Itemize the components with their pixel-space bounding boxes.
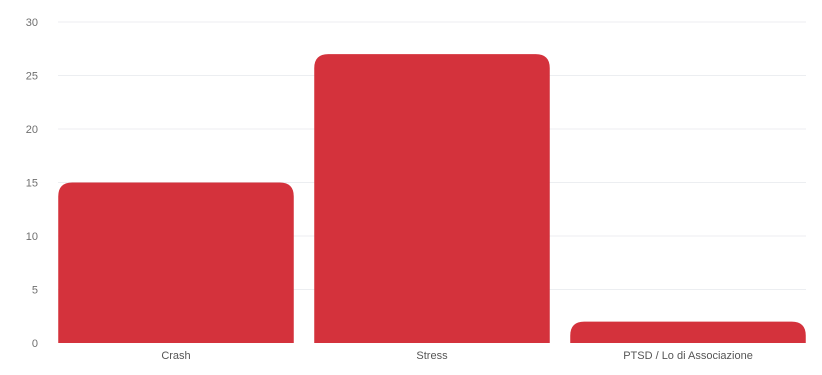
y-tick-label: 30 xyxy=(26,17,38,29)
y-axis-ticks: 0 5 10 15 20 25 30 xyxy=(26,17,38,350)
x-category-label: PTSD / Lo di Associazione xyxy=(623,350,753,362)
bar-ptsd-lo-di-associazione xyxy=(570,321,806,343)
y-tick-label: 20 xyxy=(26,124,38,136)
y-tick-label: 0 xyxy=(32,338,38,350)
y-tick-label: 15 xyxy=(26,178,38,190)
y-tick-label: 25 xyxy=(26,71,38,83)
bars xyxy=(58,54,806,343)
x-category-label: Crash xyxy=(161,350,190,362)
x-axis-labels: Crash Stress PTSD / Lo di Associazione xyxy=(161,350,752,362)
y-tick-label: 5 xyxy=(32,285,38,297)
x-category-label: Stress xyxy=(416,350,448,362)
bar-crash xyxy=(58,182,294,343)
bar-stress xyxy=(314,54,550,343)
y-tick-label: 10 xyxy=(26,231,38,243)
